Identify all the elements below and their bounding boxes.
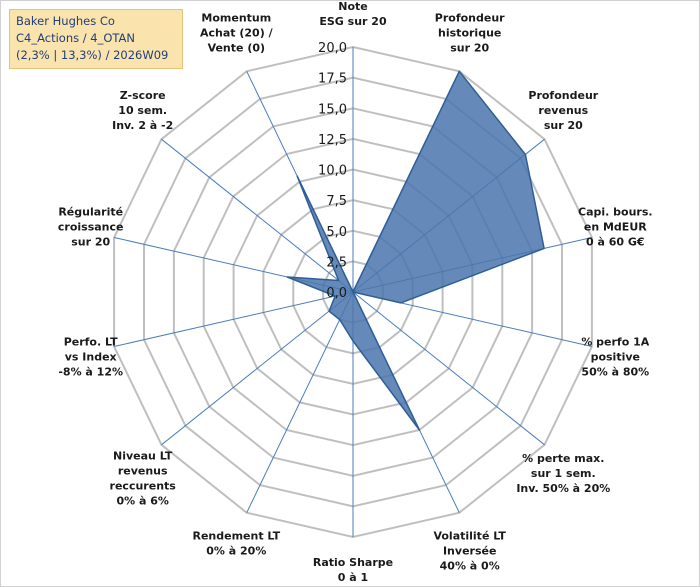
axis-label: Ratio Sharpe 0 à 1 (313, 556, 393, 584)
axis-label: Profondeur revenus sur 20 (528, 89, 598, 132)
axis-spoke (161, 138, 354, 293)
title-company: Baker Hughes Co (16, 14, 115, 28)
axis-spoke (161, 291, 354, 446)
axis-label: Volatilité LT Inversée 40% à 0% (433, 529, 506, 572)
axis-label: Perfo. LT vs Index -8% à 12% (58, 335, 123, 378)
tick-label: 20,0 (318, 41, 347, 56)
axis-label: Capi. bours. en MdEUR 0 à 60 G€ (578, 206, 653, 249)
axis-label: % perte max. sur 1 sem. Inv. 50% à 20% (516, 452, 610, 495)
axis-label: Rendement LT 0% à 20% (192, 529, 280, 557)
axis-spoke (246, 291, 354, 513)
svg-text:Rendement LT0% à 20%: Rendement LT 0% à 20% (192, 529, 280, 557)
axis-spoke (113, 291, 354, 347)
tick-label: 17,5 (318, 72, 347, 87)
tick-label: 0,0 (326, 286, 347, 301)
tick-label: 12,5 (318, 133, 347, 148)
axis-label: Z-score 10 sem. Inv. 2 à -2 (112, 89, 173, 132)
axis-label: Momentum Achat (20) / Vente (0) (200, 12, 274, 55)
tick-label: 7,5 (326, 194, 347, 209)
title-period: (2,3% | 13,3%) / 2026W09 (16, 48, 169, 62)
svg-text:% perte max.sur 1 sem.Inv. 50%: % perte max. sur 1 sem. Inv. 50% à 20% (516, 452, 610, 495)
chart-title-box: Baker Hughes Co C4_Actions / 4_OTAN (2,3… (9, 9, 183, 69)
axis-label: Profondeur historique sur 20 (435, 12, 505, 55)
axis-label: Régularité croissance sur 20 (58, 206, 124, 249)
tick-label: 5,0 (326, 225, 347, 240)
axis-label: Note ESG sur 20 (319, 1, 387, 28)
tick-label: 2,5 (326, 255, 347, 270)
title-category: C4_Actions / 4_OTAN (16, 31, 136, 45)
axis-label: % perfo 1A positive 50% à 80% (581, 335, 649, 378)
axis-spoke (352, 291, 545, 446)
series-area (286, 70, 545, 431)
tick-label: 15,0 (318, 102, 347, 117)
radar-series-area (286, 70, 545, 431)
radar-tick-labels: 0,0 2,5 5,0 7,5 10,0 12,5 15,0 17,5 20,0 (318, 41, 347, 301)
tick-label: 10,0 (318, 164, 347, 179)
radar-axis-labels: Note ESG sur 20 Profondeur historique sur 20… (58, 1, 653, 584)
axis-label: Niveau LT revenus reccurents 0% à 6% (110, 449, 177, 507)
